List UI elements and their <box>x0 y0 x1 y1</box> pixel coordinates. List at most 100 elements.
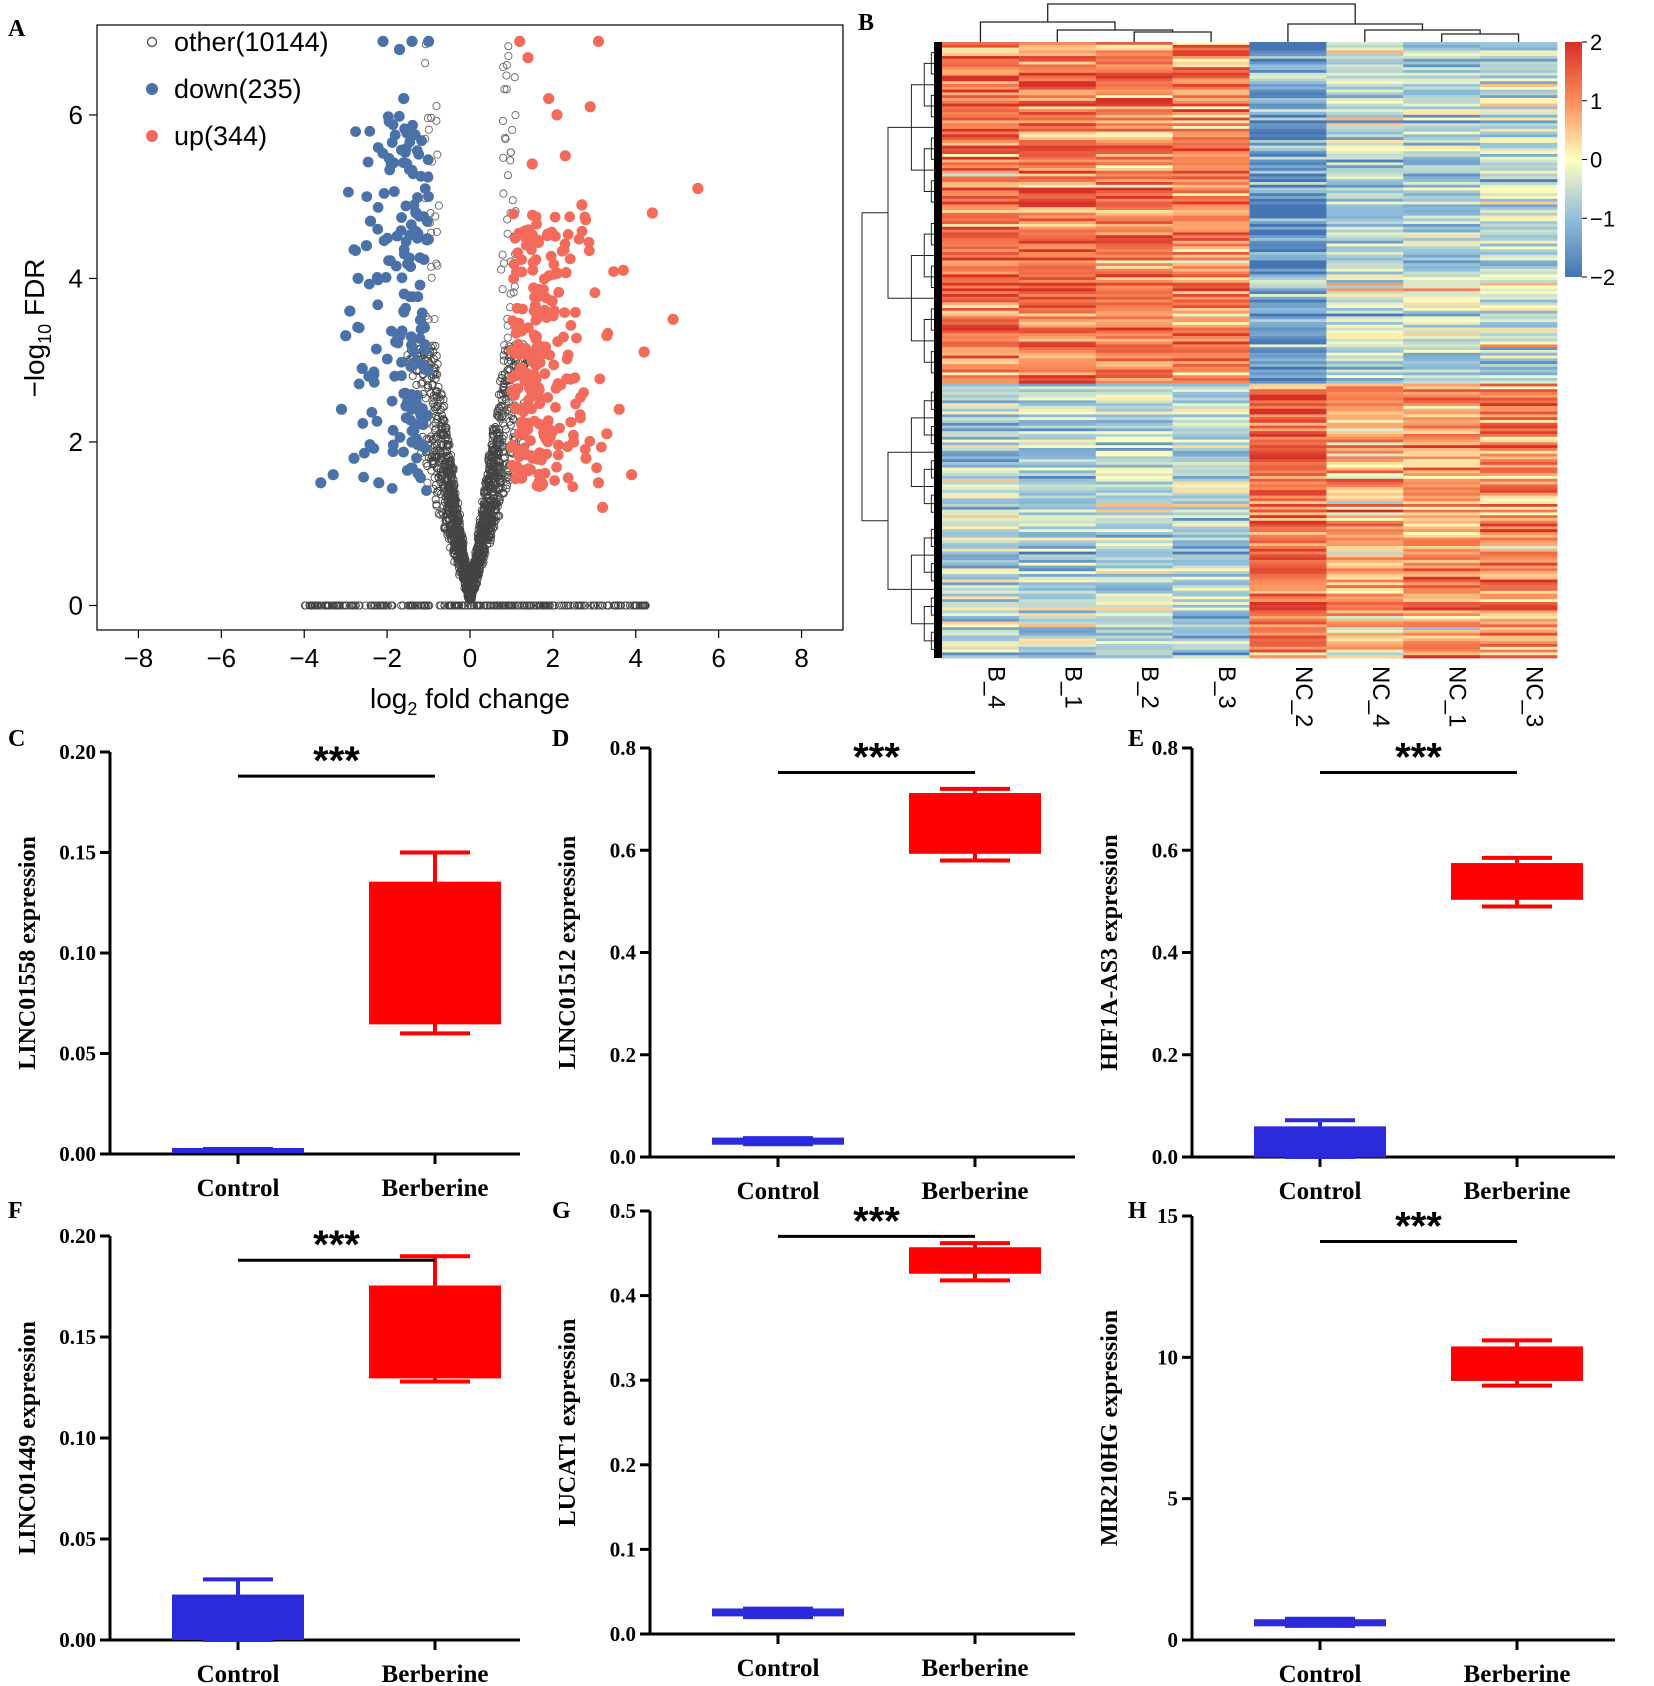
heatmap-cell <box>1480 140 1558 144</box>
up-point <box>576 225 588 237</box>
heatmap-cell <box>1480 347 1558 351</box>
heatmap-cell <box>1095 207 1174 211</box>
heatmap-cell <box>1403 170 1481 174</box>
other-point <box>498 442 507 452</box>
color-scale-label: 2 <box>1590 30 1602 55</box>
heatmap-cell <box>942 232 1020 236</box>
down-point <box>418 254 430 265</box>
heatmap-cell <box>1095 50 1174 54</box>
up-point <box>516 416 528 427</box>
heatmap-cell <box>942 487 1020 491</box>
heatmap-cell <box>942 366 1020 370</box>
heatmap-cell <box>1172 235 1250 239</box>
heatmap-cell <box>1095 243 1174 247</box>
heatmap-cell <box>1095 554 1174 558</box>
heatmap-cell <box>1095 134 1174 138</box>
heatmap-cell <box>942 386 1020 390</box>
heatmap-cell <box>1249 361 1327 365</box>
heatmap-cell <box>1172 618 1250 622</box>
heatmap-cell <box>1480 154 1558 158</box>
other-point <box>501 393 510 402</box>
heatmap-cell <box>1172 585 1250 589</box>
heatmap-cell <box>1326 86 1404 90</box>
down-point <box>364 215 377 227</box>
heatmap-cell <box>1095 411 1174 415</box>
heatmap-cell <box>1249 548 1327 552</box>
down-point <box>405 331 417 342</box>
other-point <box>454 526 463 535</box>
heatmap-cell <box>942 453 1020 457</box>
heatmap-cell <box>1018 638 1097 642</box>
heatmap-cell <box>1095 218 1174 222</box>
heatmap-cell <box>1403 142 1481 146</box>
heatmap-cell <box>1018 75 1097 79</box>
heatmap-cell <box>1480 501 1558 505</box>
heatmap-cell <box>1018 156 1097 160</box>
heatmap-cell <box>1326 425 1404 429</box>
heatmap-cell <box>1172 128 1250 132</box>
heatmap-cell <box>1172 604 1250 608</box>
other-point <box>527 601 536 610</box>
other-point <box>494 456 503 465</box>
heatmap-cell <box>1249 596 1327 600</box>
down-point <box>377 35 389 48</box>
heatmap-cell <box>1018 120 1097 124</box>
heatmap-cell <box>1249 131 1327 135</box>
heatmap-cell <box>1018 114 1097 118</box>
heatmap-cell <box>1249 397 1327 401</box>
heatmap-cell <box>1326 266 1404 270</box>
other-point <box>487 441 496 450</box>
heatmap-cell <box>1018 378 1097 382</box>
heatmap-cell <box>1095 98 1174 102</box>
heatmap-cell <box>1403 504 1481 508</box>
heatmap-cell <box>1095 333 1174 337</box>
heatmap-cell <box>1172 44 1250 48</box>
heatmap-cell <box>1249 425 1327 429</box>
heatmap-cell <box>942 414 1020 418</box>
heatmap-cell <box>1095 392 1174 396</box>
heatmap-cell <box>1403 120 1481 124</box>
y-axis-title: LINC01558 expression <box>15 836 41 1070</box>
heatmap-cell <box>1095 366 1174 370</box>
other-point <box>495 497 504 506</box>
heatmap-cell <box>1095 190 1174 194</box>
column-label: NC_3 <box>1521 666 1548 727</box>
heatmap-cell <box>1326 229 1404 233</box>
heatmap-cell <box>1249 492 1327 496</box>
heatmap-cell <box>942 229 1020 233</box>
other-point <box>432 387 442 396</box>
heatmap-cell <box>1326 613 1404 617</box>
heatmap-cell <box>1326 201 1404 205</box>
other-point <box>428 380 437 389</box>
heatmap-cell <box>1403 134 1481 138</box>
heatmap-cell <box>1403 453 1481 457</box>
heatmap-cell <box>1326 168 1404 172</box>
heatmap-cell <box>1480 610 1558 614</box>
heatmap-cell <box>942 302 1020 306</box>
heatmap-cell <box>1326 341 1404 345</box>
up-point <box>517 402 529 414</box>
heatmap-cell <box>1403 61 1481 65</box>
heatmap-cell <box>1480 655 1558 659</box>
heatmap-cell <box>1249 56 1327 60</box>
other-point <box>488 510 497 519</box>
heatmap-cell <box>1095 649 1174 653</box>
heatmap-cell <box>1172 89 1250 93</box>
heatmap-cell <box>1172 221 1250 225</box>
other-point <box>499 62 508 72</box>
heatmap-cell <box>1172 341 1250 345</box>
up-point <box>506 442 518 453</box>
heatmap-cell <box>1480 319 1558 323</box>
heatmap-cell <box>1018 207 1097 211</box>
heatmap-cell <box>942 140 1020 144</box>
dendrogram-branch <box>887 126 940 299</box>
other-point <box>431 387 440 396</box>
heatmap-cell <box>1018 58 1097 62</box>
heatmap-cell <box>942 299 1020 303</box>
heatmap-cell <box>1326 156 1404 160</box>
heatmap-cell <box>1172 100 1250 104</box>
heatmap-cell <box>1403 224 1481 228</box>
heatmap-cell <box>1249 47 1327 51</box>
heatmap-cell <box>942 425 1020 429</box>
